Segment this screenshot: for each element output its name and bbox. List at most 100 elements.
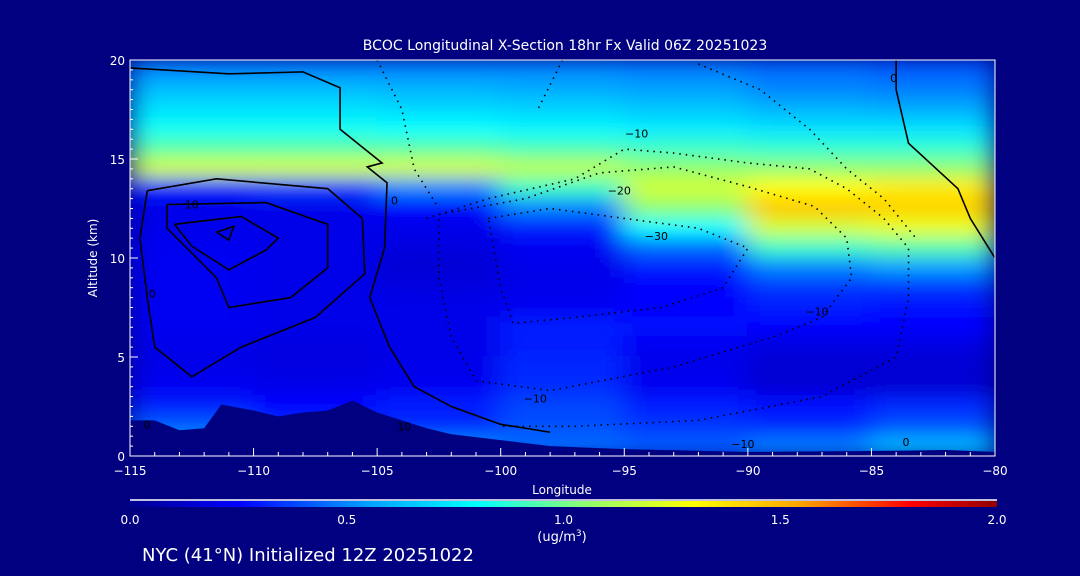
y-tick-label: 5 <box>117 351 125 365</box>
field-cell <box>130 257 255 279</box>
field-cell <box>499 336 626 358</box>
colorbar-tick-label: 1.5 <box>771 513 790 527</box>
field-cell <box>870 60 995 81</box>
field-cell <box>252 356 379 378</box>
field-cell <box>870 356 995 378</box>
field-cell <box>130 177 255 200</box>
contour-label: 0 <box>890 72 897 85</box>
field-cell <box>499 395 626 418</box>
field-cell <box>870 237 995 259</box>
field-cell <box>499 138 626 160</box>
contour-line <box>173 215 280 271</box>
field-cell <box>746 197 873 220</box>
contour-line <box>426 148 910 428</box>
field-cell <box>746 395 873 418</box>
field-cell <box>130 316 255 339</box>
field-cell <box>252 375 379 398</box>
field-cell <box>252 336 379 358</box>
colorbar <box>130 501 997 507</box>
field-cell <box>130 60 255 81</box>
field-cell <box>870 118 995 141</box>
field-cell <box>499 296 626 319</box>
field-cell <box>252 296 379 319</box>
concentration-field <box>130 60 995 456</box>
field-cell <box>623 197 749 220</box>
field-cell <box>746 316 873 339</box>
x-axis-label: Longitude <box>532 483 592 497</box>
y-tick-label: 15 <box>110 153 125 167</box>
x-tick-label: −105 <box>361 464 394 478</box>
x-tick-label: −80 <box>982 464 1007 478</box>
field-cell <box>499 177 626 200</box>
field-cell <box>623 336 749 358</box>
contour-lines <box>130 60 995 434</box>
field-cell <box>870 78 995 101</box>
contour-label: −20 <box>608 185 631 198</box>
colorbar-units: (ug/m3) <box>537 529 586 545</box>
field-cell <box>870 138 995 160</box>
contour-line <box>895 60 995 259</box>
contour-label: −10 <box>805 305 828 318</box>
contour-label: 10 <box>397 420 411 433</box>
field-cell <box>746 276 873 299</box>
field-cell <box>376 395 502 418</box>
field-cell <box>623 316 749 339</box>
contour-line <box>216 225 236 242</box>
field-cell <box>746 296 873 319</box>
y-tick-label: 20 <box>110 54 125 68</box>
contour-line <box>438 166 853 392</box>
field-cell <box>376 276 502 299</box>
field-cell <box>499 237 626 259</box>
field-cell <box>252 177 379 200</box>
field-cell <box>870 375 995 398</box>
field-cell <box>746 78 873 101</box>
field-cell <box>252 197 379 220</box>
y-axis: 0 5 10 15 20 <box>110 54 138 464</box>
field-cell <box>252 237 379 259</box>
field-cell <box>623 78 749 101</box>
field-cell <box>252 217 379 240</box>
x-tick-label: −110 <box>237 464 270 478</box>
y-tick-label: 0 <box>117 450 125 464</box>
field-cell <box>376 356 502 378</box>
field-cell <box>623 415 749 438</box>
x-tick-label: −90 <box>735 464 760 478</box>
field-cell <box>252 316 379 339</box>
field-cell <box>746 98 873 121</box>
field-cell <box>623 375 749 398</box>
field-cell <box>623 257 749 279</box>
contour-line <box>537 60 564 110</box>
field-cell <box>746 415 873 438</box>
field-cell <box>870 415 995 438</box>
contour-line <box>487 207 750 325</box>
field-cell <box>499 217 626 240</box>
field-cell <box>870 296 995 319</box>
field-cell <box>252 276 379 299</box>
field-cell <box>499 316 626 339</box>
field-cell <box>499 276 626 299</box>
field-cell <box>870 98 995 121</box>
field-cell <box>623 296 749 319</box>
contour-label: 0 <box>391 195 398 208</box>
field-cell <box>376 118 502 141</box>
field-cell <box>623 177 749 200</box>
field-cell <box>499 60 626 81</box>
field-cell <box>130 158 255 180</box>
plot-area: −10 −20 −30 −10 −10 −10 0 10 0 0 0 10 0 <box>130 60 995 456</box>
terrain-mask <box>130 400 995 456</box>
field-cell <box>130 98 255 121</box>
field-cell <box>376 78 502 101</box>
field-cell <box>130 375 255 398</box>
field-cell <box>130 118 255 141</box>
colorbar-tick-label: 1.0 <box>554 513 573 527</box>
field-cell <box>746 375 873 398</box>
field-cell <box>870 158 995 180</box>
field-cell <box>130 138 255 160</box>
chart-title: BCOC Longitudinal X-Section 18hr Fx Vali… <box>363 38 767 54</box>
field-cell <box>499 197 626 220</box>
field-cell <box>623 60 749 81</box>
field-cell <box>130 356 255 378</box>
contour-labels: −10 −20 −30 −10 −10 −10 0 10 0 0 0 10 0 <box>144 72 910 451</box>
field-cell <box>870 276 995 299</box>
